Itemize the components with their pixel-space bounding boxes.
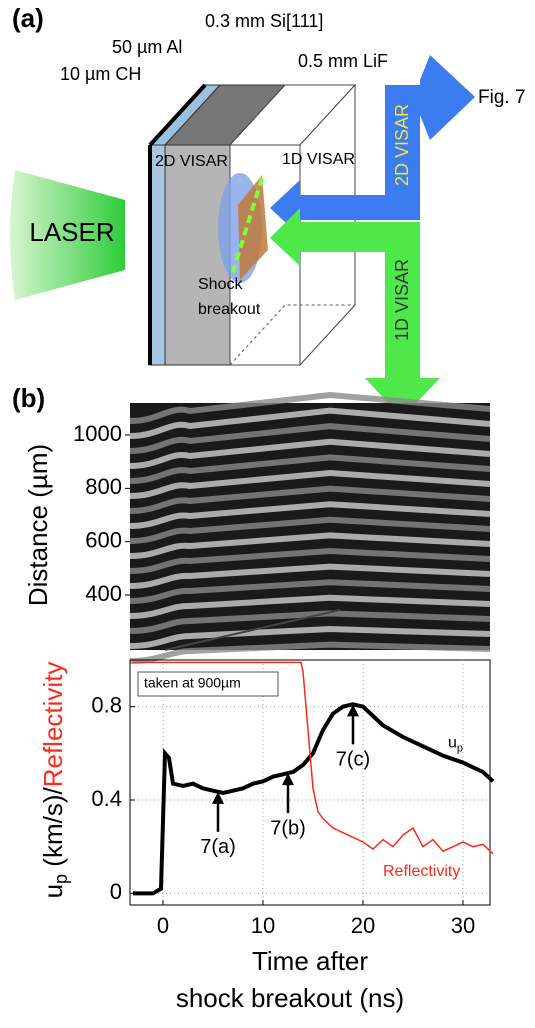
annotation: 7(a) — [200, 836, 236, 858]
fringe — [129, 641, 491, 664]
shock-region — [238, 175, 268, 280]
y-tick-label: 1000 — [73, 421, 122, 446]
fringe — [129, 579, 491, 604]
fringe — [129, 438, 491, 469]
2d-visar-beam — [385, 55, 475, 210]
fig-ref: Fig. 7 — [478, 87, 526, 108]
series-label: up — [448, 735, 463, 755]
annotation-arrowhead — [282, 773, 294, 786]
annotation-arrowhead — [212, 791, 224, 804]
x-axis-label: Time after — [252, 946, 368, 976]
fringe — [129, 516, 491, 544]
x-axis-label: shock breakout (ns) — [176, 983, 404, 1013]
al-face — [149, 144, 166, 366]
fringe — [129, 625, 491, 649]
shock-label: breakout — [198, 301, 261, 318]
plot-frame — [129, 659, 491, 906]
panel-label: (a) — [12, 3, 44, 33]
y-label-part: (km/s)/ — [38, 787, 68, 874]
y-tick-label: 800 — [85, 474, 122, 499]
fringe — [129, 532, 491, 559]
fringe — [129, 501, 491, 529]
fringe — [129, 423, 491, 454]
y-tick-label: 600 — [85, 528, 122, 553]
beam-label: 2D VISAR — [392, 104, 412, 186]
y-tick-label: 0 — [110, 879, 122, 904]
layer-label: 50 µm Al — [112, 37, 182, 57]
probe-label: 1D VISAR — [282, 151, 355, 168]
hidden-edge — [229, 304, 355, 366]
ch-layer — [148, 83, 207, 147]
layer-label: 10 µm CH — [60, 64, 141, 84]
x-tick-label: 20 — [351, 913, 375, 938]
y-tick-label: 400 — [85, 581, 122, 606]
fringe — [129, 563, 491, 589]
fringe — [129, 547, 491, 574]
probe-label: 2D VISAR — [155, 153, 228, 170]
laser-beam — [10, 170, 125, 300]
series-name: u — [448, 735, 457, 752]
fringe — [129, 407, 491, 439]
x-tick-label: 0 — [157, 913, 169, 938]
y-tick-label: 0.8 — [91, 692, 122, 717]
y-label-part: Reflectivity — [38, 662, 68, 788]
fringe — [129, 610, 491, 634]
fringe — [129, 485, 491, 514]
x-tick-label: 10 — [251, 913, 275, 938]
1d-visar-beam — [270, 208, 440, 418]
y-tick-label: 0.4 — [91, 786, 122, 811]
fringe — [129, 594, 491, 619]
series-label: Reflectivity — [383, 863, 460, 880]
layer-label: 0.3 mm Si[111] — [205, 11, 323, 31]
note-box — [137, 671, 279, 697]
y-label-part: u — [38, 884, 68, 898]
fringe — [129, 391, 491, 424]
shock-label: Shock — [198, 276, 243, 293]
fringe — [129, 454, 491, 484]
series-line — [133, 702, 495, 896]
y-axis-label: Distance (µm) — [23, 444, 53, 606]
1d-visar-line — [230, 177, 264, 276]
series-line — [133, 661, 494, 855]
note: taken at 900µm — [144, 675, 241, 691]
laser-label: LASER — [29, 217, 114, 247]
x-tick-label: 30 — [451, 913, 475, 938]
fringe — [129, 469, 491, 499]
annotation: 7(c) — [336, 749, 370, 771]
annotation-arrowhead — [347, 704, 359, 717]
beam-label: 1D VISAR — [392, 259, 412, 341]
2d-visar-arrow — [270, 180, 420, 236]
y-label-sub: p — [51, 874, 71, 884]
annotation: 7(b) — [270, 817, 306, 839]
si-face — [164, 144, 231, 366]
streak-boundary — [164, 609, 341, 651]
y-axis-label: up (km/s)/Reflectivity — [38, 662, 71, 899]
panel-label: (b) — [12, 383, 45, 413]
series-name-sub: p — [457, 742, 463, 754]
layer-label: 0.5 mm LiF — [298, 51, 388, 71]
